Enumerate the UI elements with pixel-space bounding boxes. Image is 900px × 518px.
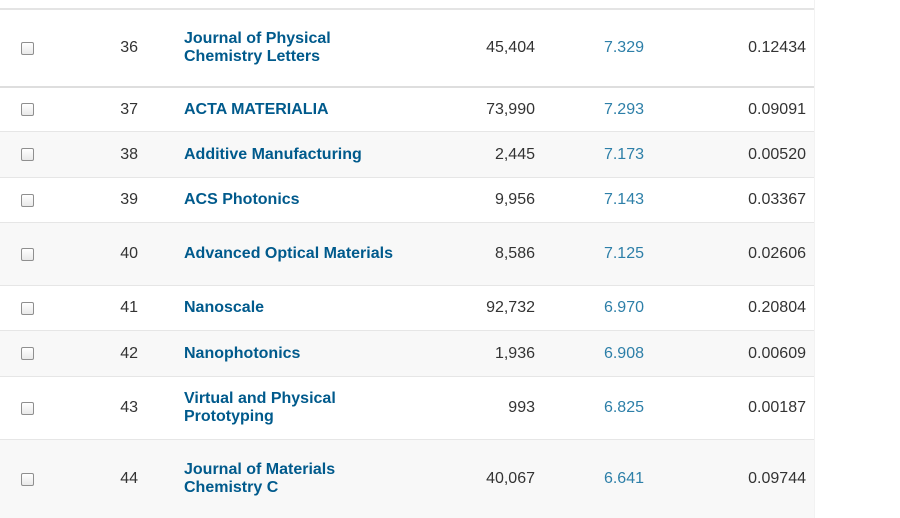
eigenfactor-cell: 0.03367 bbox=[748, 191, 806, 208]
eigenfactor-cell: 0.09091 bbox=[748, 100, 806, 118]
table-row: 38 Additive Manufacturing 2,445 7.173 0.… bbox=[0, 132, 814, 178]
eigenfactor-cell: 0.20804 bbox=[748, 299, 806, 316]
total-cites-cell: 9,956 bbox=[494, 191, 535, 208]
table-row: 43 Virtual and Physical Prototyping 993 … bbox=[0, 377, 814, 440]
eigenfactor-cell: 0.00187 bbox=[748, 399, 806, 416]
row-select-checkbox[interactable] bbox=[21, 347, 34, 360]
eigenfactor-cell: 0.00609 bbox=[748, 344, 806, 362]
total-cites-cell: 40,067 bbox=[486, 470, 535, 487]
impact-factor-link[interactable]: 6.641 bbox=[603, 470, 644, 487]
rank-cell: 42 bbox=[120, 344, 138, 362]
table-row: 37 ACTA MATERIALIA 73,990 7.293 0.09091 bbox=[0, 88, 814, 132]
rank-cell: 44 bbox=[120, 470, 138, 487]
table-top-divider bbox=[0, 8, 814, 10]
table-row: 44 Journal of Materials Chemistry C 40,0… bbox=[0, 440, 814, 518]
journal-ranking-table: 36 Journal of Physical Chemistry Letters… bbox=[0, 0, 815, 518]
rank-cell: 37 bbox=[120, 100, 138, 118]
impact-factor-link[interactable]: 7.329 bbox=[603, 39, 644, 56]
total-cites-cell: 993 bbox=[508, 399, 535, 416]
eigenfactor-cell: 0.02606 bbox=[748, 245, 806, 262]
rank-cell: 41 bbox=[120, 299, 138, 316]
row-select-checkbox[interactable] bbox=[21, 103, 34, 116]
journal-title-link[interactable]: Virtual and Physical Prototyping bbox=[184, 390, 336, 425]
journal-title-link[interactable]: Advanced Optical Materials bbox=[184, 245, 393, 262]
table-row: 36 Journal of Physical Chemistry Letters… bbox=[0, 10, 814, 88]
impact-factor-link[interactable]: 7.293 bbox=[603, 100, 644, 118]
total-cites-cell: 2,445 bbox=[494, 145, 535, 163]
table-row: 42 Nanophotonics 1,936 6.908 0.00609 bbox=[0, 331, 814, 377]
row-select-checkbox[interactable] bbox=[21, 472, 34, 486]
journal-title-link[interactable]: ACTA MATERIALIA bbox=[184, 100, 329, 118]
total-cites-cell: 1,936 bbox=[494, 344, 535, 362]
row-select-checkbox[interactable] bbox=[21, 301, 34, 315]
rank-cell: 36 bbox=[120, 39, 138, 56]
rank-cell: 39 bbox=[120, 191, 138, 208]
total-cites-cell: 92,732 bbox=[486, 299, 535, 316]
impact-factor-link[interactable]: 7.143 bbox=[603, 191, 644, 208]
eigenfactor-cell: 0.12434 bbox=[748, 39, 806, 56]
table-row: 41 Nanoscale 92,732 6.970 0.20804 bbox=[0, 286, 814, 331]
impact-factor-link[interactable]: 7.125 bbox=[603, 245, 644, 262]
journal-title-link[interactable]: ACS Photonics bbox=[184, 191, 300, 208]
row-select-checkbox[interactable] bbox=[21, 247, 34, 261]
journal-title-link[interactable]: Additive Manufacturing bbox=[184, 145, 362, 163]
journal-title-link[interactable]: Nanophotonics bbox=[184, 344, 301, 362]
impact-factor-link[interactable]: 6.970 bbox=[603, 299, 644, 316]
rank-cell: 43 bbox=[120, 399, 138, 416]
total-cites-cell: 8,586 bbox=[494, 245, 535, 262]
table-row: 39 ACS Photonics 9,956 7.143 0.03367 bbox=[0, 178, 814, 223]
journal-title-link[interactable]: Nanoscale bbox=[184, 299, 265, 316]
row-select-checkbox[interactable] bbox=[21, 401, 34, 415]
rank-cell: 38 bbox=[120, 145, 138, 163]
rank-cell: 40 bbox=[120, 245, 138, 262]
journal-title-link[interactable]: Journal of Materials Chemistry C bbox=[184, 461, 336, 496]
row-select-checkbox[interactable] bbox=[21, 148, 34, 161]
impact-factor-link[interactable]: 7.173 bbox=[603, 145, 644, 163]
impact-factor-link[interactable]: 6.908 bbox=[603, 344, 644, 362]
row-select-checkbox[interactable] bbox=[21, 193, 34, 207]
eigenfactor-cell: 0.09744 bbox=[748, 470, 806, 487]
journal-title-link[interactable]: Journal of Physical Chemistry Letters bbox=[184, 30, 331, 65]
row-select-checkbox[interactable] bbox=[21, 41, 34, 55]
total-cites-cell: 45,404 bbox=[486, 39, 535, 56]
total-cites-cell: 73,990 bbox=[486, 100, 535, 118]
impact-factor-link[interactable]: 6.825 bbox=[603, 399, 644, 416]
table-row: 40 Advanced Optical Materials 8,586 7.12… bbox=[0, 223, 814, 286]
eigenfactor-cell: 0.00520 bbox=[748, 145, 806, 163]
